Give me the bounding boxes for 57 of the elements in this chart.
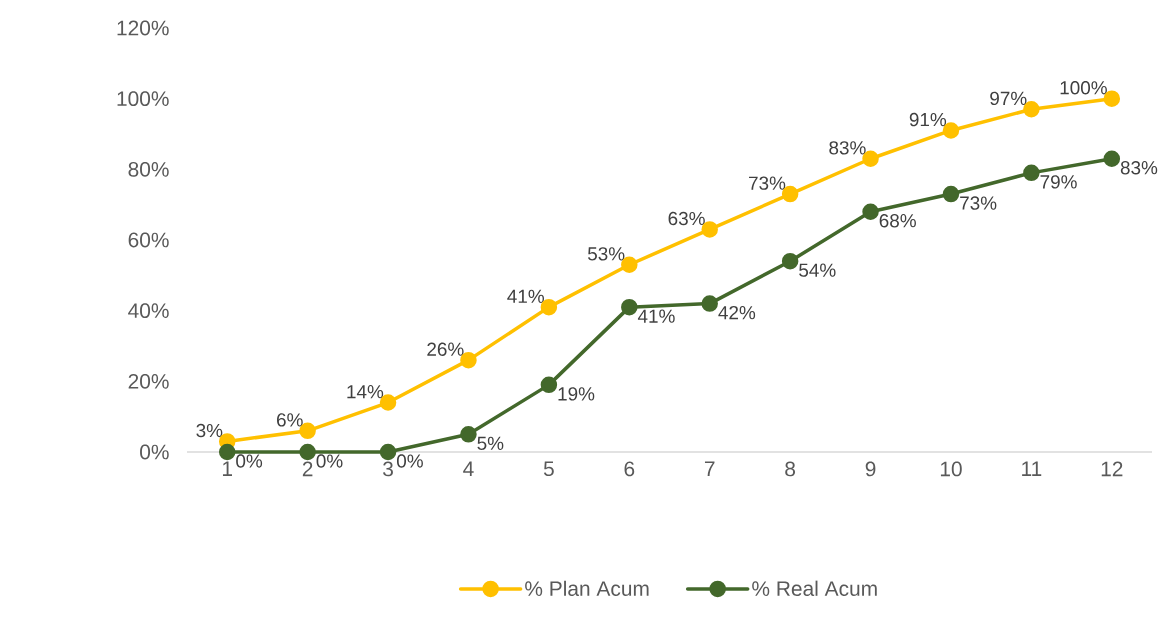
data-label: 41% [637, 309, 675, 323]
data-label: 6% [277, 413, 303, 427]
x-tick-label: 4 [463, 461, 474, 476]
x-tick-label: 8 [785, 461, 796, 477]
data-label: 83% [829, 141, 866, 155]
y-tick-label: 80% [128, 161, 169, 177]
point [1103, 150, 1121, 167]
point [379, 443, 397, 461]
data-label: 91% [909, 112, 947, 127]
x-tick-label: 7 [704, 461, 715, 476]
data-label: 100% [1060, 81, 1107, 95]
y-tick-label: 100% [117, 91, 169, 107]
point [460, 426, 477, 443]
x-tick-label: 5 [543, 461, 554, 477]
data-label: 26% [427, 342, 464, 356]
data-label: 83% [1120, 161, 1158, 175]
x-tick-label: 2 [302, 461, 313, 477]
data-label: 73% [960, 196, 997, 210]
y-tick-label: 0% [140, 444, 169, 460]
legend-label: % Plan Acum [525, 580, 649, 596]
data-label: 53% [587, 247, 625, 261]
data-label: 63% [668, 211, 705, 226]
data-label: 5% [477, 436, 504, 450]
point [218, 443, 236, 461]
point [1023, 164, 1040, 182]
point [862, 203, 879, 220]
point [540, 376, 558, 394]
legend-label: % Real Acum [752, 580, 877, 596]
data-label: 54% [799, 263, 836, 277]
data-label: 0% [236, 454, 263, 468]
data-label: 14% [347, 385, 384, 399]
data-label: 97% [990, 91, 1027, 106]
point [621, 298, 638, 316]
x-tick-label: 3 [383, 461, 393, 477]
data-label: 3% [196, 423, 223, 438]
data-label: 19% [558, 387, 595, 401]
data-label: 73% [749, 176, 786, 190]
y-tick-label: 120% [117, 20, 169, 36]
point [701, 295, 718, 312]
data-label: 79% [1040, 175, 1077, 189]
data-label: 68% [879, 214, 916, 228]
point [942, 185, 960, 203]
data-label: 41% [507, 289, 544, 303]
y-tick-label: 20% [128, 373, 169, 389]
x-tick-label: 9 [865, 461, 876, 477]
x-tick-label: 1 [222, 461, 232, 476]
data-label: 0% [316, 454, 343, 468]
y-tick-label: 60% [128, 232, 169, 248]
x-tick-label: 10 [940, 461, 962, 477]
point [781, 252, 799, 270]
data-label: 42% [718, 305, 756, 320]
y-tick-label: 40% [128, 303, 169, 319]
point [299, 443, 316, 461]
x-tick-label: 11 [1022, 461, 1042, 476]
data-label: 0% [396, 454, 423, 468]
x-tick-label: 12 [1101, 461, 1123, 477]
x-tick-label: 6 [624, 461, 635, 477]
